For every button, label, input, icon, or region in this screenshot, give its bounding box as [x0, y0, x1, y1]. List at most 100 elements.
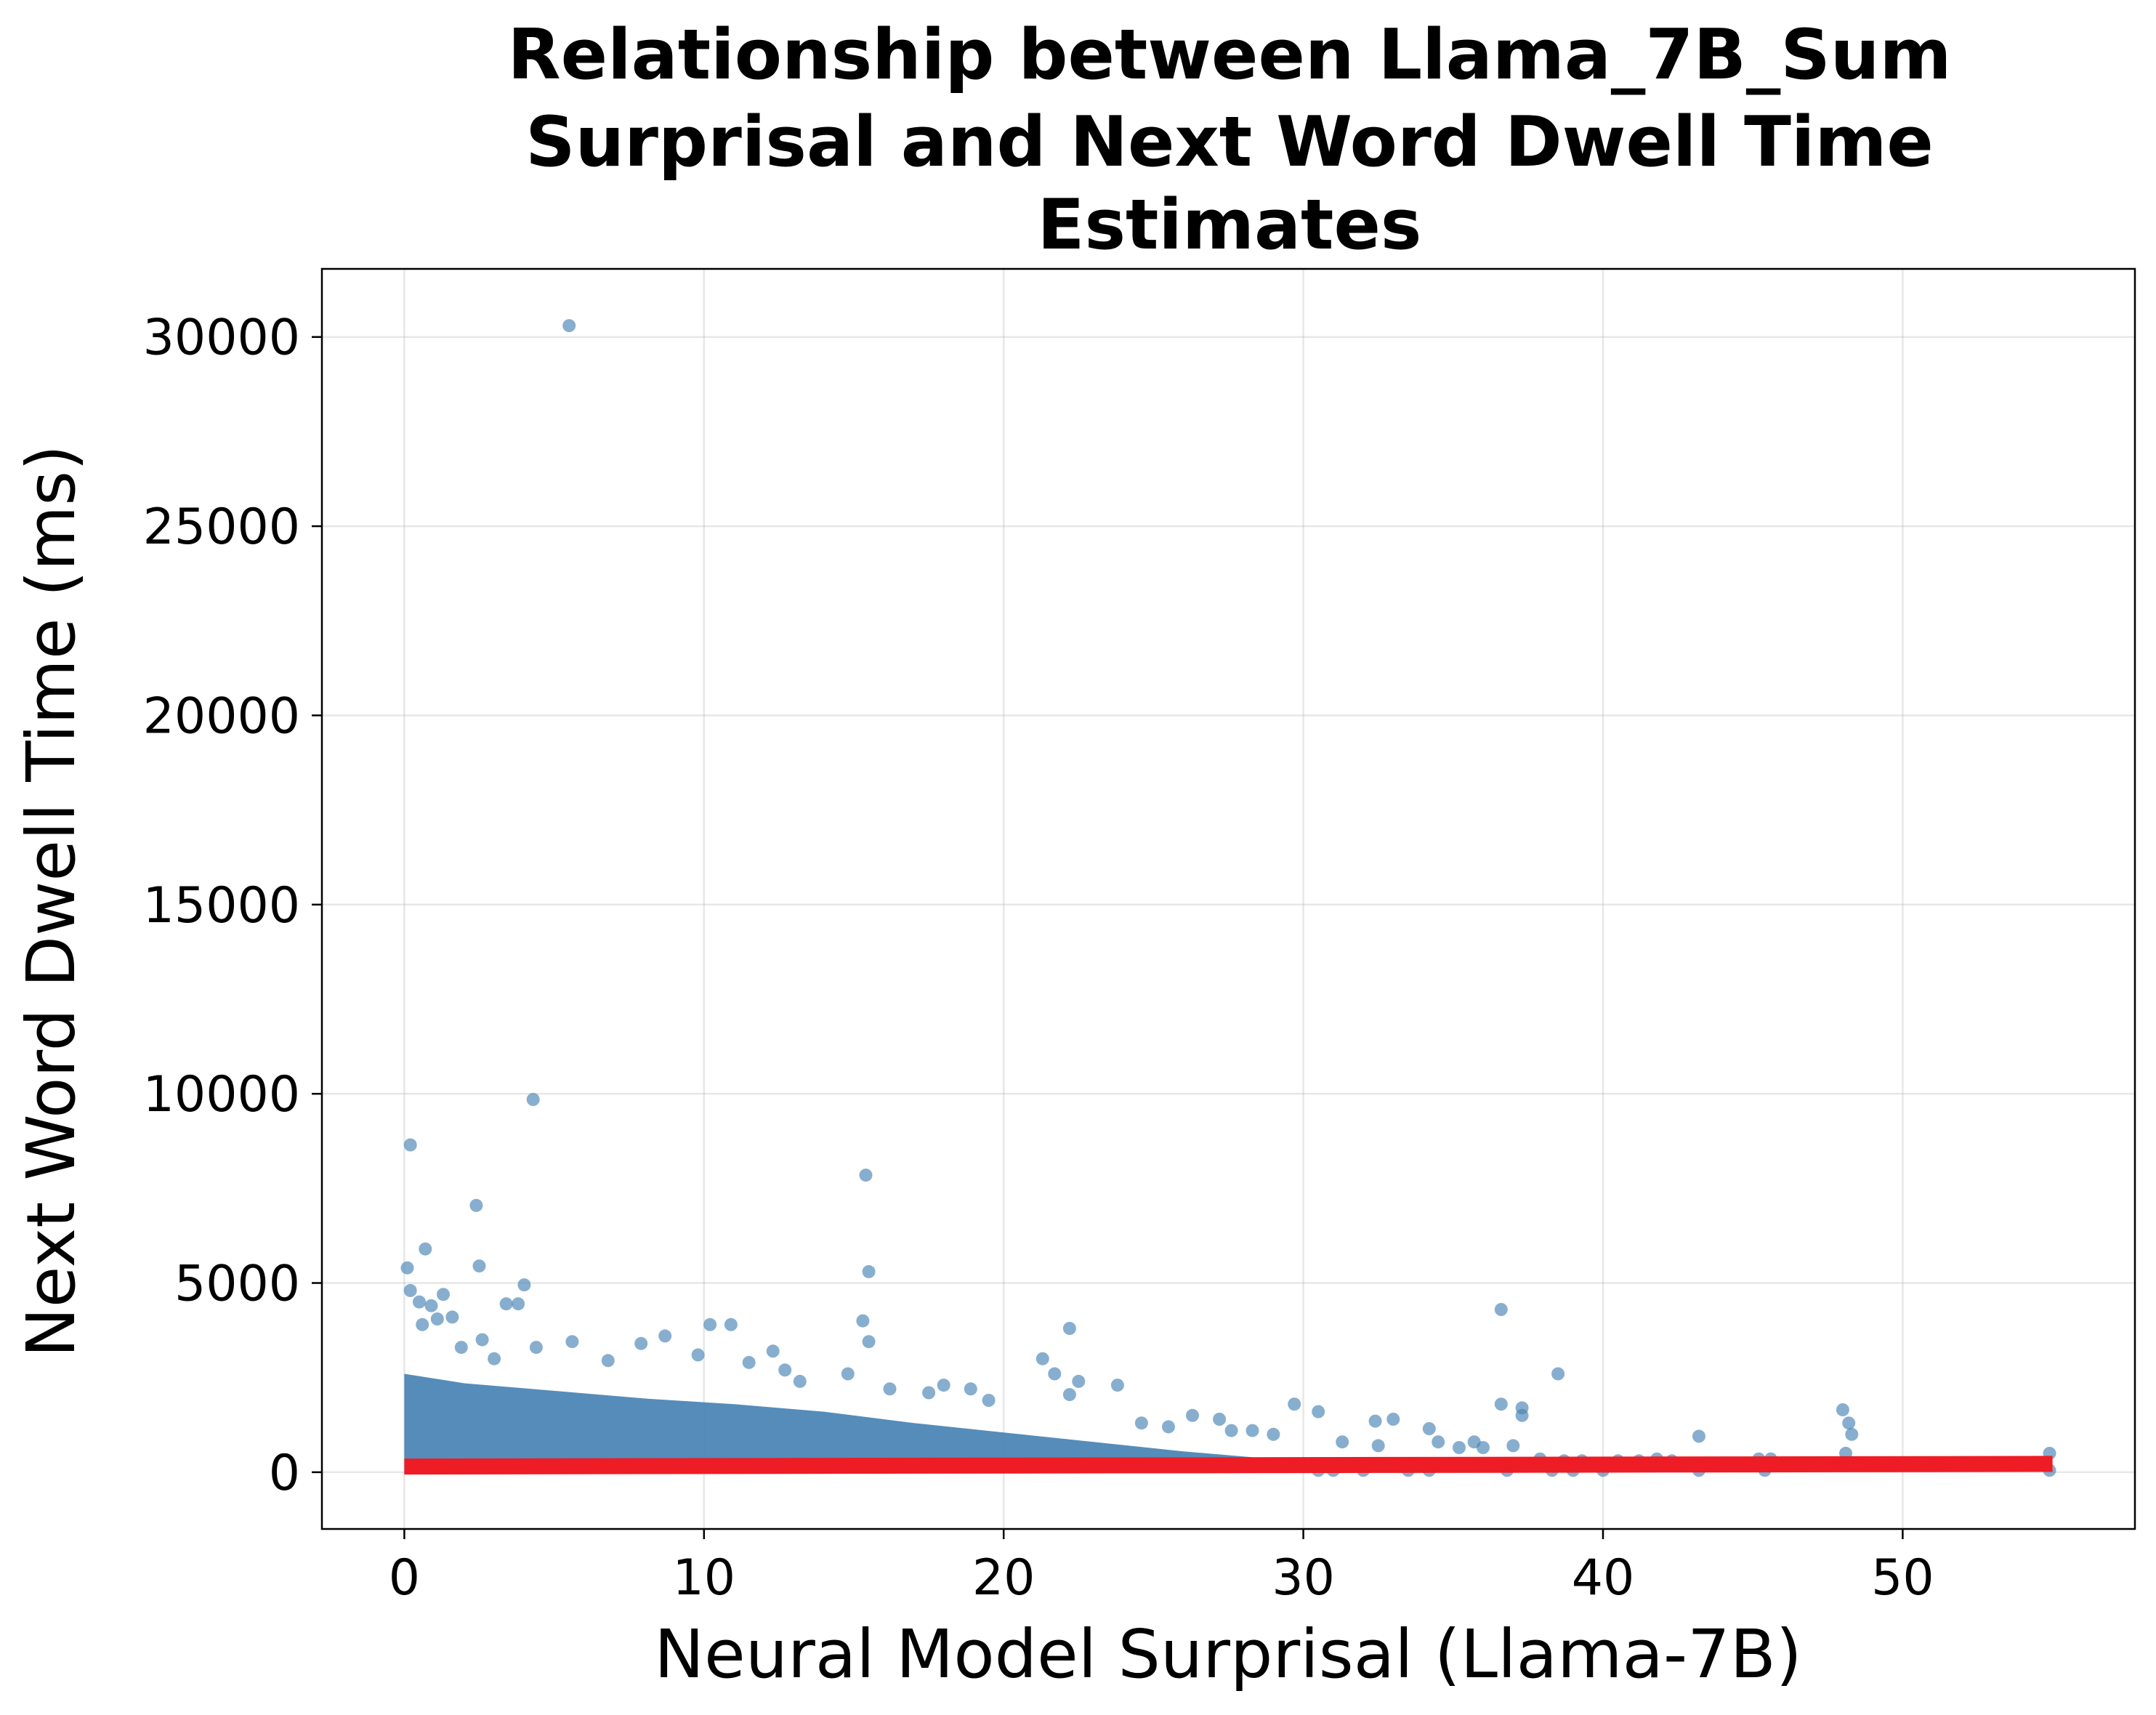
scatter-point [793, 1374, 807, 1388]
y-tick-label: 10000 [143, 1066, 300, 1123]
scatter-point [862, 1264, 876, 1278]
scatter-point [419, 1242, 432, 1256]
scatter-point [488, 1352, 501, 1365]
chart-title-line-2: Surprisal and Next Word Dwell Time [525, 102, 1934, 182]
scatter-point [1213, 1413, 1227, 1426]
scatter-point [403, 1283, 417, 1297]
plot-frame [320, 267, 2136, 1530]
scatter-point [469, 1198, 483, 1212]
chart-title-line-1: Relationship between Llama_7B_Sum [508, 15, 1952, 95]
scatter-point [1515, 1408, 1529, 1422]
scatter-point [1453, 1441, 1466, 1454]
scatter-point [1134, 1416, 1148, 1430]
scatter-point [1371, 1439, 1385, 1453]
scatter-point [499, 1297, 513, 1311]
scatter-point [472, 1259, 486, 1273]
y-tick-label: 25000 [143, 499, 300, 556]
y-tick-label: 5000 [174, 1256, 300, 1313]
scatter-point [403, 1138, 417, 1152]
scatter-density-band [404, 1373, 1333, 1473]
x-axis-label: Neural Model Surprisal (Llama-7B) [654, 1615, 1801, 1693]
scatter-point [862, 1335, 876, 1349]
scatter-point [1845, 1427, 1859, 1441]
y-tick-label: 0 [269, 1445, 300, 1502]
y-tick-label: 15000 [143, 877, 300, 935]
scatter-point [859, 1169, 873, 1182]
scatter-point [937, 1379, 950, 1392]
scatter-point [1062, 1388, 1076, 1402]
scatter-point [529, 1341, 543, 1355]
scatter-point [1432, 1435, 1445, 1449]
regression-line-layer [404, 1456, 2053, 1475]
scatter-point [1162, 1420, 1175, 1434]
scatter-point [454, 1341, 468, 1355]
scatter-point [1224, 1424, 1238, 1437]
scatter-point [1048, 1367, 1062, 1381]
scatter-point [1072, 1374, 1086, 1388]
scatter-point [1035, 1352, 1049, 1365]
scatter-point [1062, 1322, 1076, 1335]
scatter-point [413, 1295, 426, 1309]
scatter-point [658, 1329, 672, 1343]
scatter-point [856, 1314, 870, 1328]
scatter-density-area [404, 1373, 1333, 1473]
scatter-point [841, 1367, 855, 1381]
scatter-point [1288, 1397, 1301, 1411]
scatter-point [565, 1335, 579, 1349]
scatter-point [1267, 1427, 1280, 1441]
x-tick-label: 40 [1572, 1549, 1635, 1607]
scatter-point [1506, 1439, 1520, 1453]
scatter-point [724, 1317, 738, 1331]
x-axis-ticks: 0 10 20 30 40 50 [389, 1529, 1934, 1607]
x-tick-label: 30 [1272, 1549, 1335, 1607]
scatter-point [1551, 1367, 1565, 1381]
scatter-point [416, 1317, 429, 1331]
scatter-point [1110, 1379, 1124, 1392]
scatter-point [691, 1348, 705, 1362]
scatter-point [1186, 1408, 1199, 1422]
scatter-point [601, 1354, 615, 1368]
regression-line [404, 1456, 2053, 1475]
scatter-point [424, 1299, 438, 1312]
scatter-point [1477, 1441, 1490, 1454]
scatter-point [1312, 1405, 1325, 1419]
scatter-point [445, 1310, 459, 1324]
scatter-point [703, 1317, 717, 1331]
scatter-point [1368, 1414, 1382, 1428]
scatter-point [517, 1278, 531, 1292]
scatter-point [766, 1344, 780, 1358]
chart-title: Relationship between Llama_7B_Sum Surpri… [508, 15, 1952, 265]
scatter-point [437, 1288, 450, 1302]
scatter-point [1842, 1416, 1856, 1430]
x-tick-label: 50 [1871, 1549, 1934, 1607]
scatter-point [1245, 1424, 1259, 1437]
scatter-point [1692, 1429, 1705, 1443]
scatter-point [526, 1093, 540, 1106]
y-axis-ticks: 0 5000 10000 15000 20000 25000 30000 [143, 310, 322, 1502]
scatter-point [964, 1382, 977, 1396]
x-tick-label: 10 [673, 1549, 736, 1607]
scatter-point [1836, 1403, 1849, 1416]
chart-title-line-3: Estimates [1038, 185, 1422, 265]
scatter-point [1386, 1413, 1400, 1426]
y-tick-label: 30000 [143, 310, 300, 367]
scatter-point [1494, 1303, 1508, 1316]
scatter-point [512, 1297, 525, 1311]
scatter-point [982, 1394, 996, 1407]
scatter-point [400, 1261, 414, 1275]
scatter-point [922, 1386, 936, 1400]
scatter-point [778, 1363, 792, 1377]
scatter-point [475, 1333, 489, 1347]
scatter-point [883, 1382, 897, 1396]
y-axis-label: Next Word Dwell Time (ms) [12, 445, 90, 1357]
scatter-point [1494, 1397, 1508, 1411]
x-tick-label: 0 [389, 1549, 420, 1607]
y-tick-label: 20000 [143, 687, 300, 745]
scatter-point [562, 319, 576, 333]
scatter-point [742, 1355, 756, 1369]
x-tick-label: 20 [972, 1549, 1035, 1607]
scatter-point [1336, 1435, 1349, 1449]
scatter-point [430, 1312, 444, 1325]
scatter-point [634, 1336, 648, 1350]
